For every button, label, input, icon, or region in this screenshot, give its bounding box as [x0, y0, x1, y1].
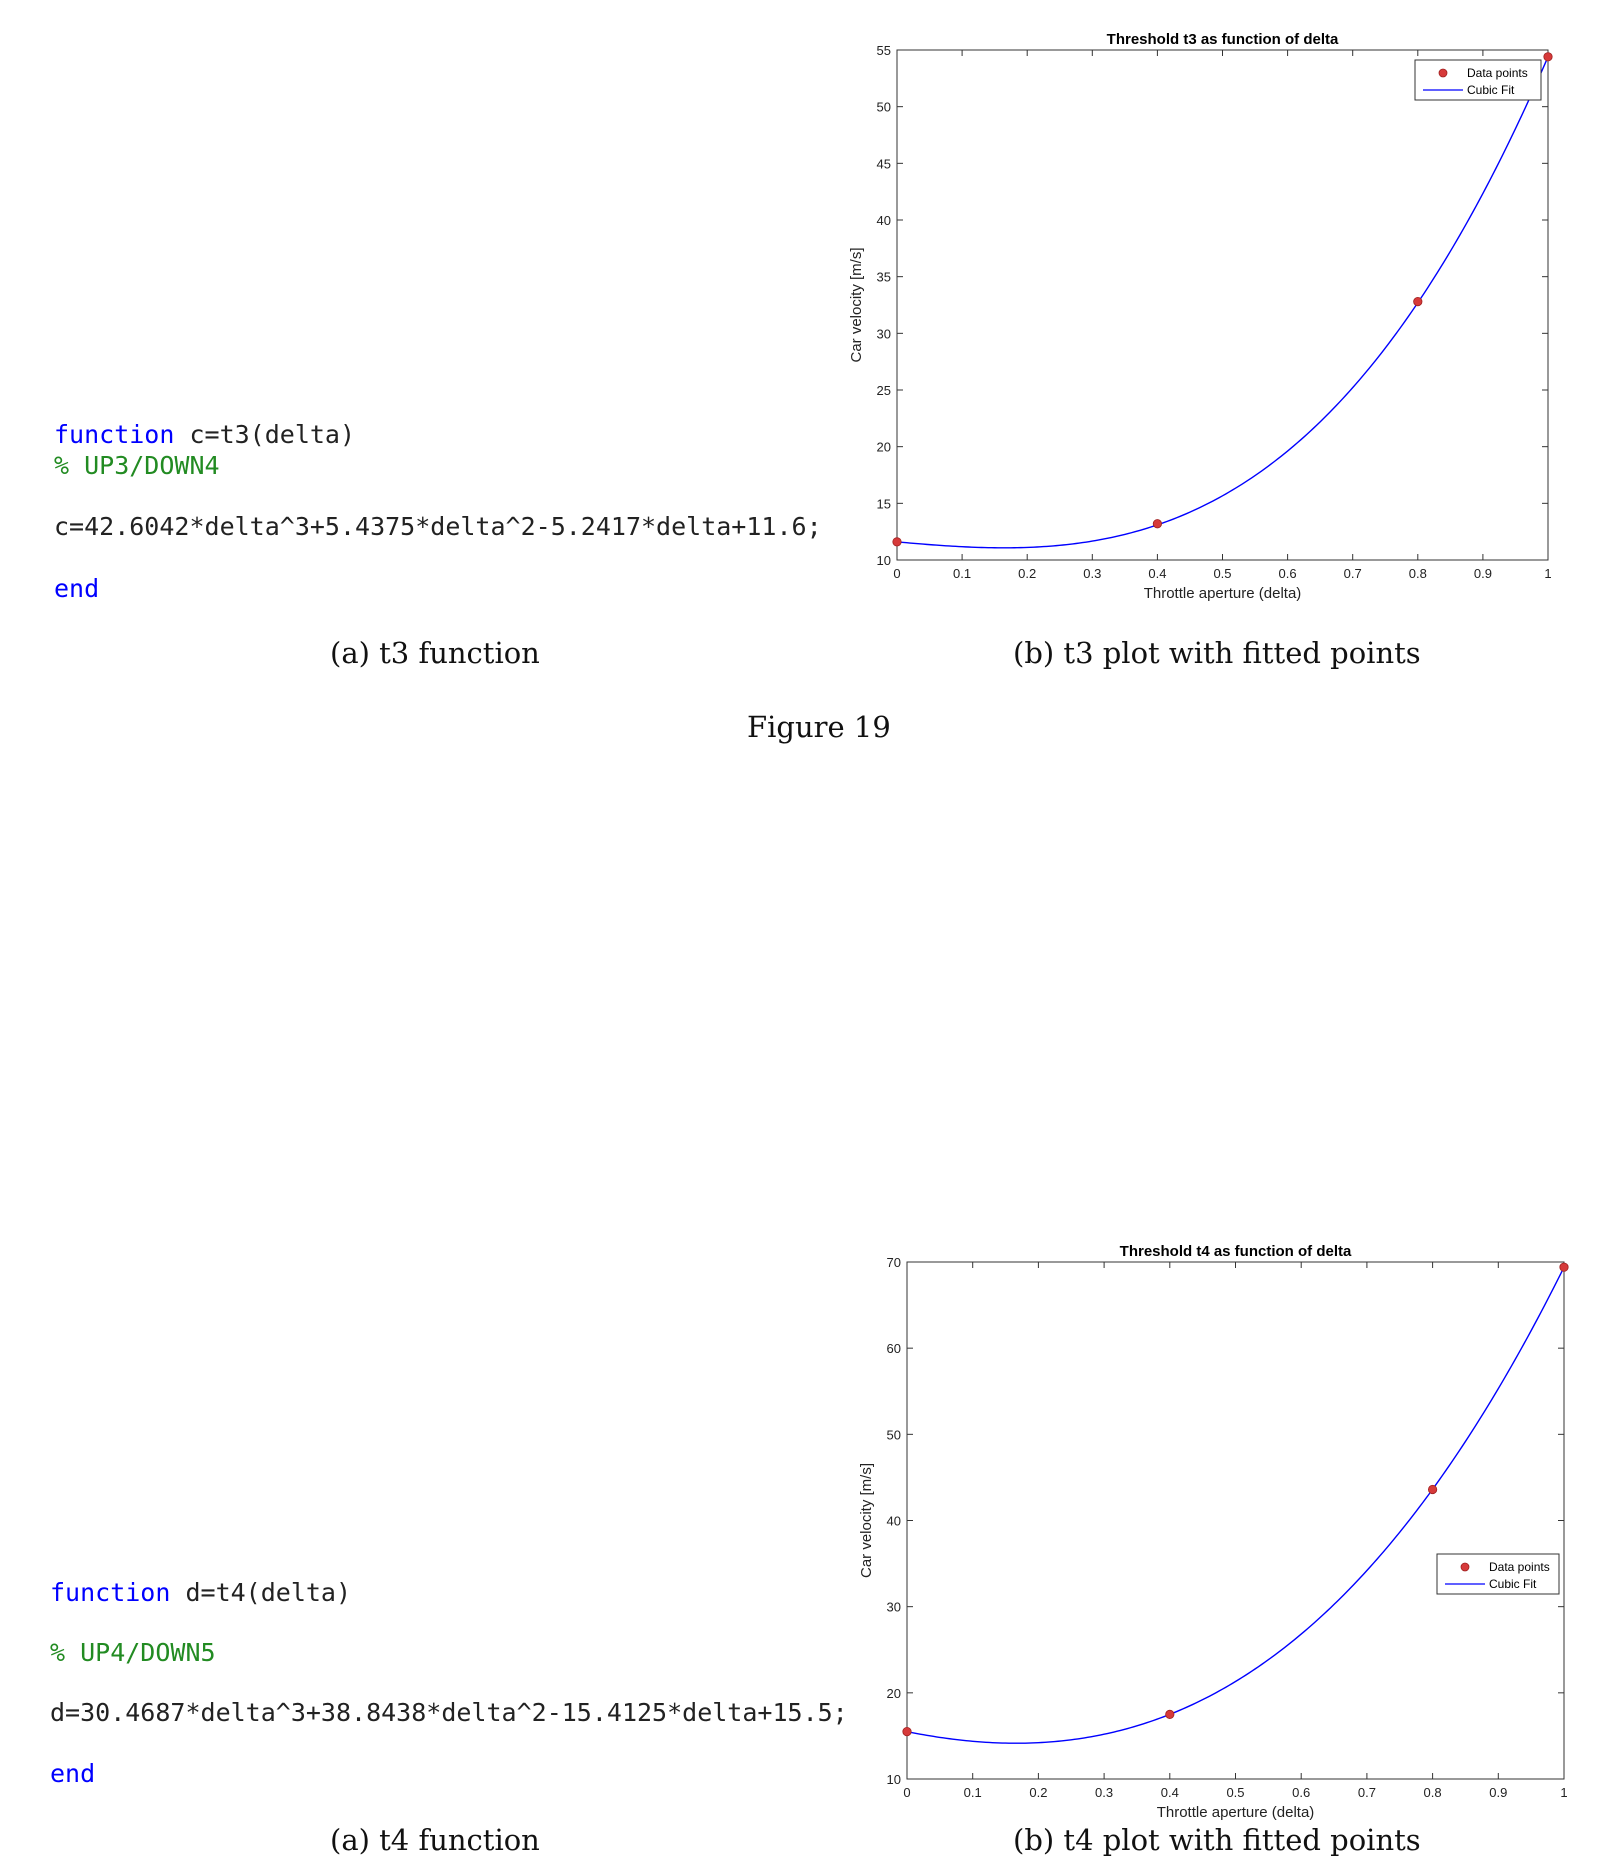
x-tick-label: 0.4 — [1161, 1785, 1179, 1800]
t4-plot-caption: (b) t4 plot with fitted points — [1013, 1823, 1421, 1857]
x-tick-label: 0.6 — [1279, 566, 1297, 581]
legend-label-data-points: Data points — [1489, 1560, 1550, 1574]
x-axis-label: Throttle aperture (delta) — [1144, 585, 1302, 602]
x-tick-label: 0 — [903, 1785, 910, 1800]
t4-function-signature: d=t4(delta) — [170, 1578, 352, 1607]
x-tick-label: 0.7 — [1344, 566, 1362, 581]
chart-title: Threshold t3 as function of delta — [1107, 31, 1339, 48]
t4-chart: Threshold t4 as function of delta 0 0.1 0.2… — [858, 1243, 1569, 1821]
y-tick-label: 40 — [887, 1514, 901, 1529]
y-tick-label: 70 — [887, 1255, 901, 1270]
t4-comment: % UP4/DOWN5 — [50, 1638, 216, 1667]
x-tick-label: 0.5 — [1213, 566, 1231, 581]
legend-box — [1436, 1553, 1560, 1595]
data-point — [902, 1727, 912, 1737]
figure-19-label: Figure 19 — [747, 710, 891, 744]
x-tick-label: 0.7 — [1358, 1785, 1376, 1800]
t3-comment: % UP3/DOWN4 — [54, 451, 220, 480]
t3-plot-caption: (b) t3 plot with fitted points — [1013, 636, 1421, 670]
y-tick-label: 45 — [877, 156, 891, 171]
data-point — [1427, 1484, 1438, 1495]
x-tick-label: 0.1 — [953, 566, 971, 581]
legend-label-cubic-fit: Cubic Fit — [1489, 1577, 1537, 1591]
x-tick-label: 0.1 — [964, 1785, 982, 1800]
x-tick-label: 0.3 — [1095, 1785, 1113, 1800]
data-point — [1413, 296, 1423, 307]
x-tick-label: 0.4 — [1148, 566, 1166, 581]
x-tick-label: 0.9 — [1489, 1785, 1507, 1800]
chart-title: Threshold t4 as function of delta — [1120, 1243, 1352, 1260]
x-tick-label: 1 — [1560, 1785, 1567, 1800]
x-tick-label: 0 — [893, 566, 900, 581]
data-point — [892, 537, 902, 547]
t3-chart: Threshold t3 as function of delta 0 0.1 0.2… — [848, 31, 1553, 602]
t4-function-keyword: function — [50, 1578, 171, 1607]
x-tick-label: 0.6 — [1292, 1785, 1310, 1800]
t3-code-block: function c=t3(delta) % UP3/DOWN4 c=42.60… — [54, 420, 822, 610]
x-tick-label: 0.5 — [1226, 1785, 1244, 1800]
legend-point-marker — [1460, 1562, 1470, 1572]
data-point — [1559, 1262, 1569, 1272]
t3-function-keyword: function — [54, 420, 175, 449]
data-point — [1152, 519, 1162, 529]
y-tick-label: 15 — [877, 496, 891, 511]
t4-function-caption: (a) t4 function — [330, 1823, 540, 1857]
y-tick-label: 60 — [887, 1341, 901, 1356]
t3-expression: c=42.6042*delta^3+5.4375*delta^2-5.2417*… — [54, 512, 822, 541]
legend-point-marker — [1438, 68, 1448, 78]
plot-area-frame — [896, 49, 1549, 561]
t4-end-keyword: end — [50, 1759, 96, 1788]
t4-code-block: function d=t4(delta) % UP4/DOWN5 d=30.46… — [50, 1578, 848, 1788]
legend-label-cubic-fit: Cubic Fit — [1467, 83, 1515, 97]
y-axis-label: Car velocity [m/s] — [848, 247, 865, 362]
y-tick-label: 20 — [887, 1686, 901, 1701]
x-tick-label: 0.8 — [1424, 1785, 1442, 1800]
t3-end-keyword: end — [54, 574, 100, 603]
y-tick-label: 20 — [877, 440, 891, 455]
y-tick-label: 50 — [877, 100, 891, 115]
y-tick-label: 40 — [877, 213, 891, 228]
data-point — [1543, 52, 1553, 62]
x-tick-label: 0.2 — [1029, 1785, 1047, 1800]
y-tick-label: 35 — [877, 270, 891, 285]
x-axis-label: Throttle aperture (delta) — [1157, 1804, 1315, 1821]
x-tick-label: 1 — [1544, 566, 1551, 581]
t4-expression: d=30.4687*delta^3+38.8438*delta^2-15.412… — [50, 1698, 848, 1727]
x-tick-label: 0.2 — [1018, 566, 1036, 581]
y-tick-label: 25 — [877, 383, 891, 398]
cubic-fit-line — [906, 1266, 1565, 1744]
x-tick-label: 0.8 — [1409, 566, 1427, 581]
y-tick-label: 30 — [887, 1600, 901, 1615]
y-tick-label: 55 — [877, 43, 891, 58]
y-tick-label: 30 — [877, 326, 891, 341]
plot-area-frame — [906, 1261, 1565, 1780]
y-tick-label: 10 — [877, 553, 891, 568]
legend-label-data-points: Data points — [1467, 66, 1528, 80]
y-tick-label: 10 — [887, 1772, 901, 1787]
data-point — [1165, 1709, 1175, 1719]
t3-function-signature: c=t3(delta) — [174, 420, 356, 449]
legend-box — [1414, 59, 1542, 101]
y-axis-label: Car velocity [m/s] — [858, 1463, 875, 1578]
y-tick-label: 50 — [887, 1427, 901, 1442]
x-tick-label: 0.9 — [1474, 566, 1492, 581]
cubic-fit-line — [896, 56, 1549, 549]
x-tick-label: 0.3 — [1083, 566, 1101, 581]
t3-function-caption: (a) t3 function — [330, 636, 540, 670]
